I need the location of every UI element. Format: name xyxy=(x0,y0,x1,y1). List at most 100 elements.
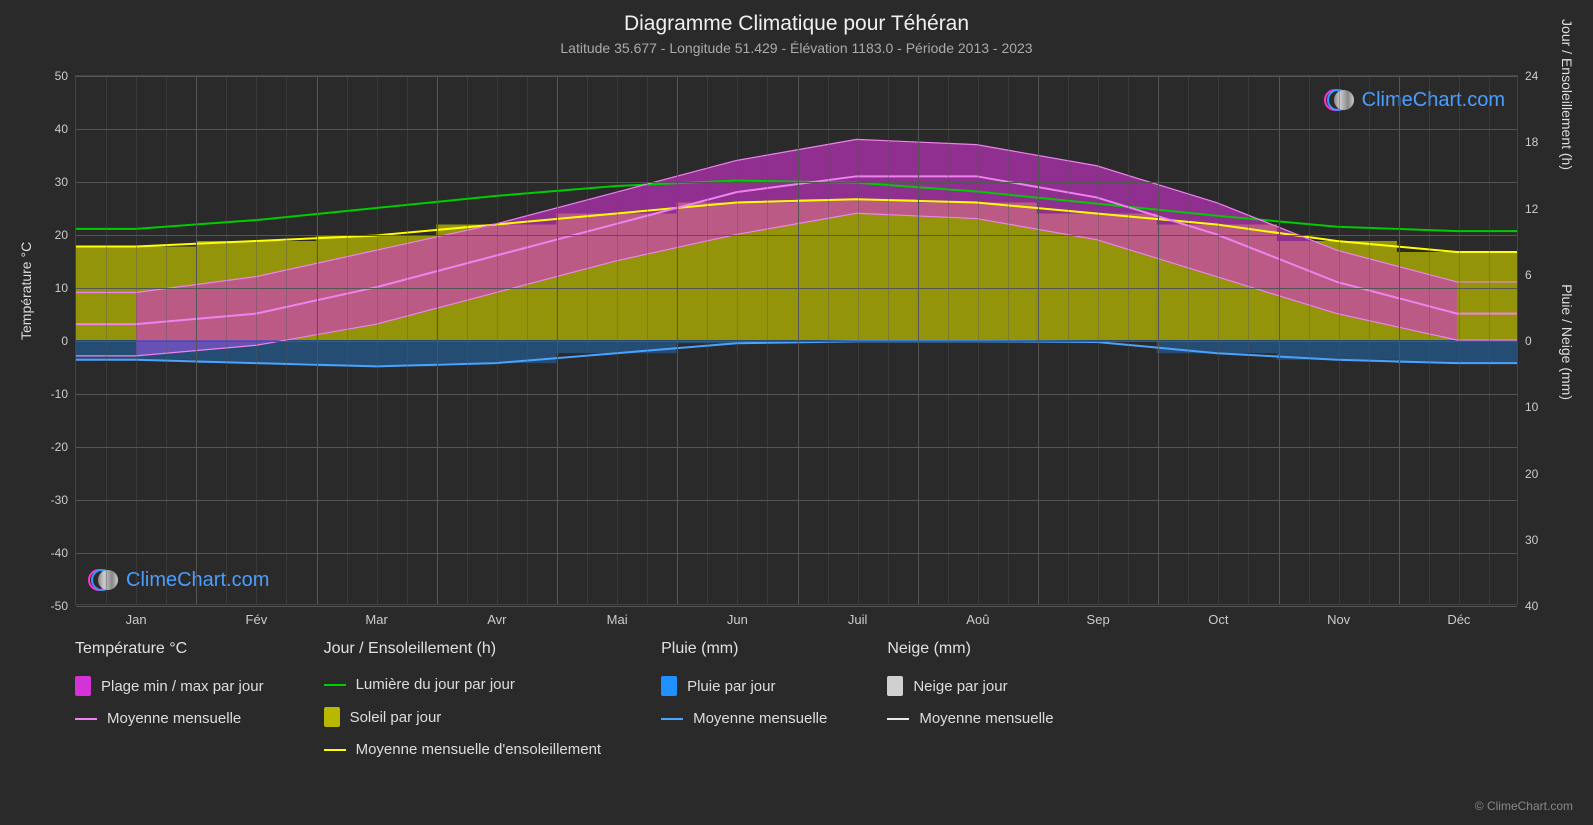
y-tick-left: 40 xyxy=(36,122,76,136)
grid-line-v-minor xyxy=(767,76,768,604)
legend-column: Pluie (mm)Pluie par jourMoyenne mensuell… xyxy=(661,640,827,758)
x-tick-month: Jan xyxy=(126,612,147,627)
grid-line-h xyxy=(76,288,1517,289)
plot-area: ClimeChart.com ClimeChart.com -50-40-30-… xyxy=(75,75,1518,605)
climate-chart: Diagramme Climatique pour Téhéran Latitu… xyxy=(0,0,1593,825)
x-tick-month: Juil xyxy=(848,612,868,627)
grid-line-h xyxy=(76,129,1517,130)
legend-label: Moyenne mensuelle xyxy=(919,710,1053,727)
grid-line-h xyxy=(76,553,1517,554)
grid-line-v-minor xyxy=(407,76,408,604)
legend-label: Soleil par jour xyxy=(350,709,442,726)
legend-label: Moyenne mensuelle xyxy=(693,710,827,727)
legend-swatch xyxy=(75,718,97,720)
legend-column: Température °CPlage min / max par jourMo… xyxy=(75,640,264,758)
grid-line-v-minor xyxy=(286,76,287,604)
y-tick-left: -20 xyxy=(36,440,76,454)
grid-line-v-minor xyxy=(106,76,107,604)
grid-line-h xyxy=(76,341,1517,342)
grid-line-h xyxy=(76,606,1517,607)
grid-line-v-minor xyxy=(647,76,648,604)
chart-subtitle: Latitude 35.677 - Longitude 51.429 - Élé… xyxy=(0,40,1593,56)
y-tick-left: -10 xyxy=(36,387,76,401)
legend-header: Jour / Ensoleillement (h) xyxy=(324,640,602,658)
legend-item: Moyenne mensuelle xyxy=(887,710,1053,727)
y-tick-left: 30 xyxy=(36,175,76,189)
grid-line-h xyxy=(76,182,1517,183)
grid-line-v-minor xyxy=(1489,76,1490,604)
grid-line-v-minor xyxy=(587,76,588,604)
y-tick-left: -50 xyxy=(36,599,76,613)
legend-column: Neige (mm) Neige par jour Moyenne mensuell… xyxy=(887,640,1053,758)
y-axis-left-title: Température °C xyxy=(18,242,34,340)
legend-label: Moyenne mensuelle xyxy=(107,710,241,727)
grid-line-v-minor xyxy=(978,76,979,604)
legend-swatch xyxy=(887,676,903,696)
watermark-text: ClimeChart.com xyxy=(1362,89,1505,112)
grid-line-v-minor xyxy=(948,76,949,604)
grid-line-v-minor xyxy=(1339,76,1340,604)
grid-line-v xyxy=(918,76,919,604)
y-tick-right-hours: 18 xyxy=(1517,135,1557,149)
grid-line-h xyxy=(76,235,1517,236)
grid-line-v xyxy=(317,76,318,604)
grid-line-v-minor xyxy=(1429,76,1430,604)
grid-line-v-minor xyxy=(617,76,618,604)
y-tick-left: 50 xyxy=(36,69,76,83)
grid-line-v-minor xyxy=(1309,76,1310,604)
grid-line-v-minor xyxy=(1098,76,1099,604)
x-tick-month: Mai xyxy=(607,612,628,627)
legend-swatch xyxy=(661,718,683,720)
grid-line-v-minor xyxy=(226,76,227,604)
legend-header: Neige (mm) xyxy=(887,640,1053,658)
grid-line-v-minor xyxy=(166,76,167,604)
grid-line-v-minor xyxy=(737,76,738,604)
grid-line-v xyxy=(1038,76,1039,604)
legend-item: Pluie par jour xyxy=(661,676,827,696)
legend-swatch xyxy=(324,707,340,727)
grid-line-v xyxy=(196,76,197,604)
y-tick-right-hours: 0 xyxy=(1517,334,1557,348)
legend-column: Jour / Ensoleillement (h) Lumière du jour… xyxy=(324,640,602,758)
grid-line-v-minor xyxy=(467,76,468,604)
legend-swatch xyxy=(324,749,346,751)
grid-line-v-minor xyxy=(377,76,378,604)
grid-line-v-minor xyxy=(1128,76,1129,604)
grid-line-h xyxy=(76,76,1517,77)
grid-line-h xyxy=(76,394,1517,395)
y-tick-right-mm: 30 xyxy=(1517,533,1557,547)
grid-line-v xyxy=(1399,76,1400,604)
y-tick-left: 0 xyxy=(36,334,76,348)
x-tick-month: Oct xyxy=(1208,612,1228,627)
grid-line-v-minor xyxy=(1218,76,1219,604)
legend-label: Lumière du jour par jour xyxy=(356,676,515,693)
x-tick-month: Sep xyxy=(1087,612,1110,627)
grid-line-v-minor xyxy=(828,76,829,604)
y-tick-right-mm: 40 xyxy=(1517,599,1557,613)
legend-item: Lumière du jour par jour xyxy=(324,676,602,693)
grid-line-v xyxy=(1279,76,1280,604)
grid-line-v xyxy=(1158,76,1159,604)
legend-item: Moyenne mensuelle d'ensoleillement xyxy=(324,741,602,758)
y-tick-left: 20 xyxy=(36,228,76,242)
legend-swatch xyxy=(75,676,91,696)
grid-line-v-minor xyxy=(1248,76,1249,604)
legend: Température °CPlage min / max par jourMo… xyxy=(75,640,1518,758)
title-area: Diagramme Climatique pour Téhéran Latitu… xyxy=(0,0,1593,56)
legend-swatch xyxy=(661,676,677,696)
y-tick-left: 10 xyxy=(36,281,76,295)
grid-line-v-minor xyxy=(347,76,348,604)
grid-line-v-minor xyxy=(527,76,528,604)
legend-label: Neige par jour xyxy=(913,678,1007,695)
watermark-top: ClimeChart.com xyxy=(1324,88,1505,112)
grid-line-h xyxy=(76,447,1517,448)
y-tick-left: -40 xyxy=(36,546,76,560)
x-tick-month: Mar xyxy=(365,612,387,627)
grid-line-v-minor xyxy=(1008,76,1009,604)
copyright: © ClimeChart.com xyxy=(1475,799,1573,813)
y-axis-right-top-title: Jour / Ensoleillement (h) xyxy=(1559,19,1575,170)
y-tick-right-hours: 6 xyxy=(1517,268,1557,282)
grid-line-v-minor xyxy=(256,76,257,604)
y-tick-right-mm: 10 xyxy=(1517,400,1557,414)
logo-icon xyxy=(88,568,120,592)
